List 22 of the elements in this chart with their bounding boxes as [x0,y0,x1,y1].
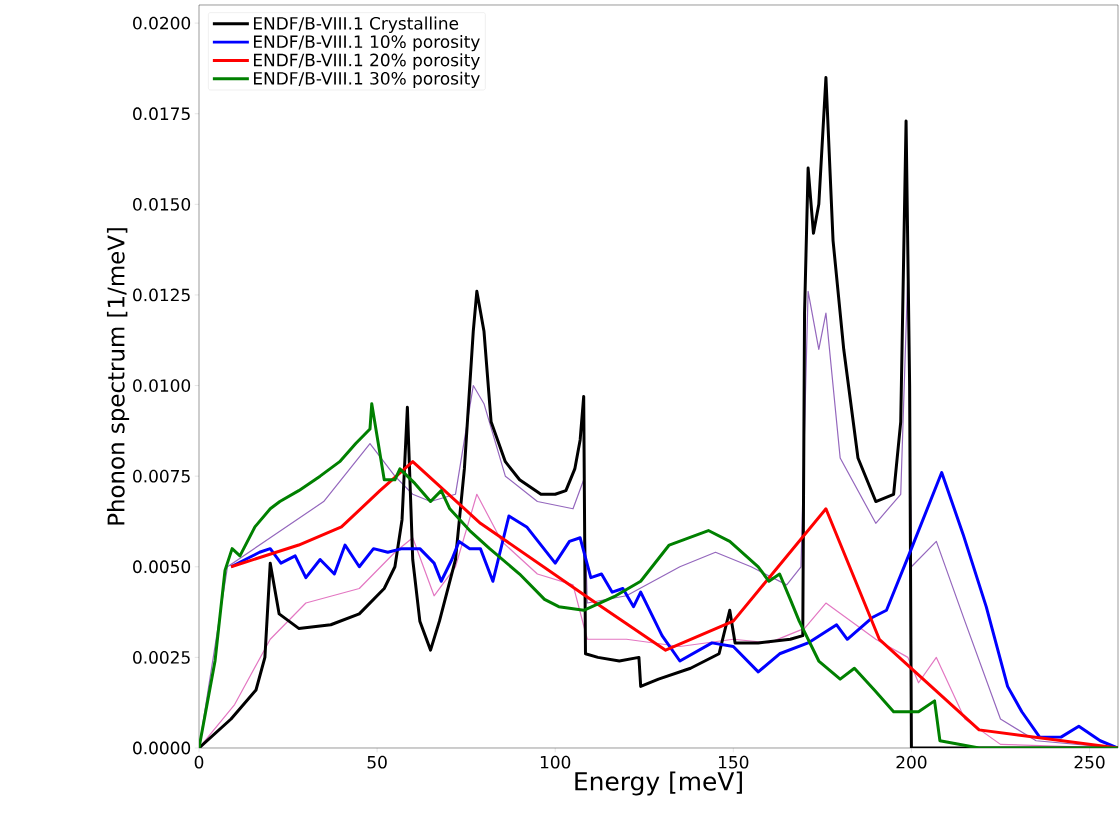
y-tick-label: 0.0075 [133,469,190,483]
x-axis-title: Energy [meV] [575,771,742,796]
y-tick-label: 0.0150 [133,197,191,211]
legend-label: ENDF/B-VIII.1 30% porosity [254,71,480,89]
y-tick-label: 0.0025 [133,650,190,664]
y-tick-label: 0.0200 [133,16,191,30]
x-tick-label: 0 [194,755,204,769]
x-tick-label: 200 [896,755,927,769]
y-tick-label: 0.0125 [133,288,190,302]
x-tick-label: 100 [540,755,571,769]
line-series [199,402,1119,748]
x-tick-label: 150 [719,755,749,769]
y-tick-label: 0.0175 [133,107,190,121]
y-axis-title: Phonon spectrum [1/meV] [106,228,130,525]
legend-label: ENDF/B-VIII.1 10% porosity [254,34,480,52]
y-tick-label: 0.0000 [133,741,191,755]
y-tick-label: 0.0100 [133,379,191,392]
legend-label: ENDF/B-VIII.1 20% porosity [254,53,480,70]
x-tick-label: 50 [367,755,387,769]
x-tick-label: 250 [1074,755,1105,769]
y-tick-label: 0.0050 [133,560,191,574]
legend-label: ENDF/B-VIII.1 Crystalline [254,16,459,33]
